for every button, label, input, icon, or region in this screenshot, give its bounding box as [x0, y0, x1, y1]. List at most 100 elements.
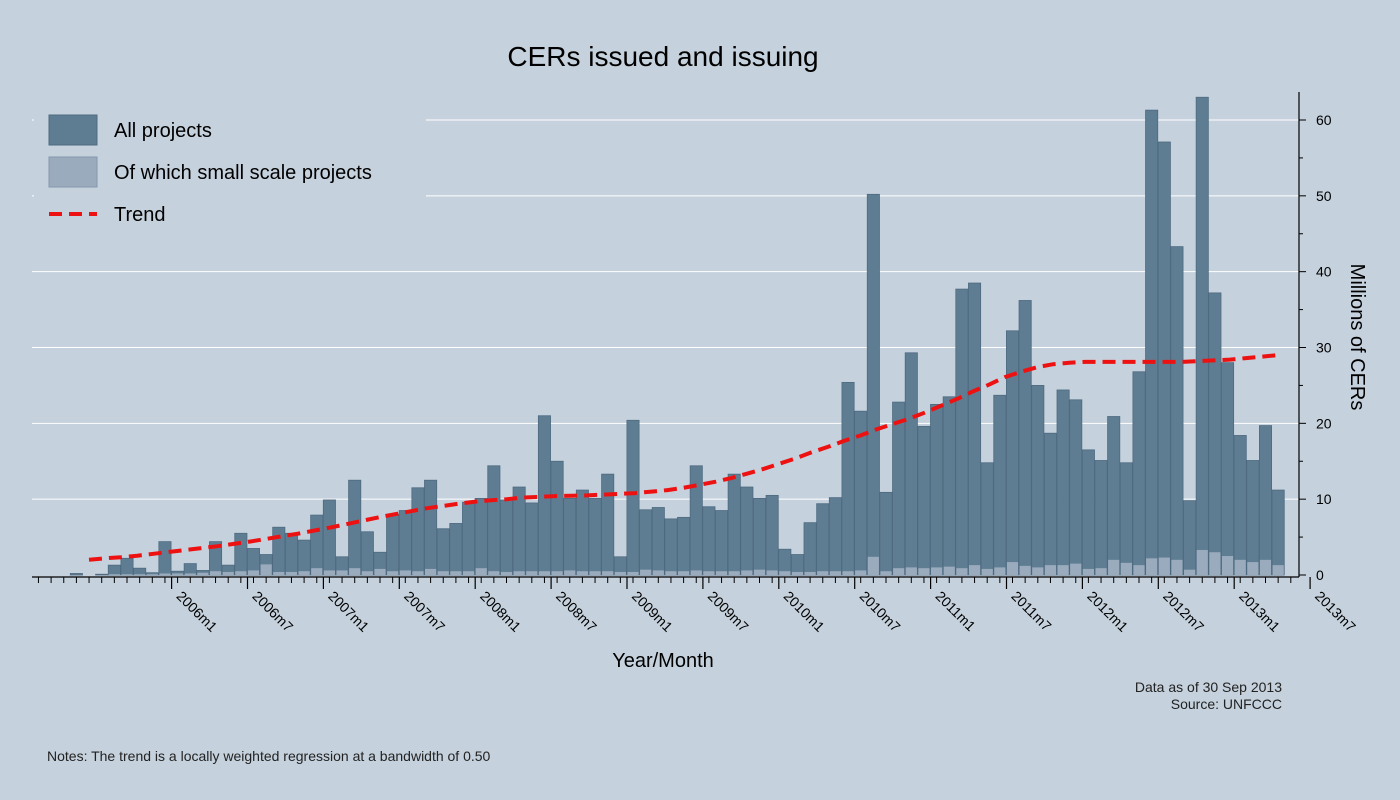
- bar-small-scale: [753, 569, 766, 575]
- bar-all-projects: [411, 487, 425, 576]
- legend: All projects Of which small scale projec…: [34, 104, 426, 234]
- bar-all-projects: [550, 460, 564, 576]
- bar-all-projects: [386, 513, 400, 576]
- bar-small-scale: [842, 571, 854, 575]
- bar-all-projects: [778, 548, 792, 576]
- bar-small-scale: [488, 571, 500, 575]
- bar-all-projects: [828, 497, 842, 576]
- bar-all-projects: [563, 498, 577, 576]
- bar-all-projects: [917, 425, 931, 576]
- bar-small-scale: [159, 573, 171, 575]
- x-tick-label: 2007m1: [325, 588, 372, 635]
- x-tick-label: 2007m7: [401, 588, 448, 635]
- bar-small-scale: [1234, 559, 1246, 575]
- bar-all-projects: [727, 473, 741, 576]
- bar-all-projects: [1018, 300, 1032, 576]
- bar-small-scale: [146, 574, 158, 575]
- bar-small-scale: [425, 568, 437, 575]
- bar-small-scale: [576, 571, 588, 575]
- footnote: Notes: The trend is a locally weighted r…: [47, 748, 491, 764]
- bar-small-scale: [943, 566, 955, 575]
- bar-small-scale: [855, 570, 867, 575]
- y-tick-label: 10: [1316, 491, 1332, 507]
- bar-small-scale: [361, 571, 373, 575]
- bar-small-scale: [817, 571, 829, 575]
- bar-small-scale: [247, 570, 260, 575]
- x-tick-label: 2012m1: [1084, 588, 1131, 635]
- bar-small-scale: [1272, 565, 1284, 575]
- legend-swatch-small-scale: [48, 156, 98, 188]
- bar-all-projects: [588, 498, 602, 576]
- source-note: Source: UNFCCC: [1171, 696, 1282, 712]
- bar-small-scale: [349, 568, 361, 575]
- bar-small-scale: [387, 571, 399, 575]
- bar-all-projects: [1119, 462, 1133, 576]
- bar-all-projects: [158, 541, 172, 576]
- bar-all-projects: [95, 573, 109, 576]
- bar-all-projects: [1246, 460, 1260, 576]
- bar-all-projects: [1157, 141, 1171, 576]
- bar-all-projects: [1195, 96, 1209, 576]
- bar-all-projects: [892, 401, 906, 576]
- legend-label-trend: Trend: [114, 204, 166, 226]
- bar-small-scale: [779, 571, 791, 575]
- bar-small-scale: [222, 571, 234, 575]
- bar-small-scale: [1146, 558, 1158, 575]
- bar-small-scale: [172, 573, 184, 575]
- bar-small-scale: [538, 571, 551, 575]
- bar-all-projects: [651, 507, 665, 576]
- bar-small-scale: [678, 571, 690, 575]
- bar-all-projects: [272, 526, 286, 576]
- bar-small-scale: [981, 568, 993, 575]
- bar-small-scale: [1184, 569, 1196, 575]
- bar-small-scale: [1247, 562, 1259, 575]
- bar-small-scale: [931, 567, 943, 575]
- bar-small-scale: [1158, 557, 1170, 575]
- bar-small-scale: [703, 571, 715, 575]
- bar-all-projects: [1043, 432, 1057, 576]
- bar-all-projects: [677, 516, 691, 576]
- bar-all-projects: [234, 532, 248, 576]
- bar-small-scale: [209, 571, 222, 575]
- bar-small-scale: [551, 571, 563, 575]
- bar-small-scale: [880, 571, 892, 575]
- bar-small-scale: [336, 570, 348, 575]
- bar-small-scale: [1095, 568, 1107, 575]
- bar-all-projects: [1031, 385, 1045, 576]
- bar-all-projects: [1183, 500, 1197, 576]
- bar-small-scale: [1057, 565, 1069, 575]
- bar-small-scale: [197, 572, 209, 575]
- x-tick-label: 2006m7: [249, 588, 296, 635]
- bar-small-scale: [475, 568, 487, 575]
- bar-all-projects: [575, 489, 589, 576]
- bar-all-projects: [449, 523, 463, 576]
- y-axis-label: Millions of CERs: [1346, 264, 1368, 411]
- bar-small-scale: [1120, 562, 1132, 575]
- bar-small-scale: [741, 570, 753, 575]
- bar-small-scale: [893, 568, 905, 575]
- bar-small-scale: [627, 571, 639, 575]
- bar-small-scale: [640, 569, 652, 575]
- bar-small-scale: [728, 571, 740, 575]
- bar-all-projects: [1107, 416, 1121, 576]
- bar-all-projects: [664, 518, 678, 576]
- bar-all-projects: [525, 502, 539, 576]
- bar-small-scale: [399, 570, 411, 575]
- bar-small-scale: [462, 571, 475, 575]
- bar-all-projects: [639, 509, 653, 576]
- bar-small-scale: [134, 574, 146, 575]
- bar-all-projects: [980, 462, 994, 576]
- bar-all-projects: [968, 282, 982, 576]
- bar-all-projects: [398, 510, 412, 576]
- bar-small-scale: [184, 573, 196, 575]
- bar-all-projects: [1132, 371, 1146, 576]
- bar-small-scale: [500, 571, 513, 575]
- bar-all-projects: [1170, 246, 1184, 576]
- bar-small-scale: [564, 570, 576, 575]
- bar-small-scale: [829, 571, 841, 575]
- bar-small-scale: [1006, 562, 1019, 575]
- bar-small-scale: [1044, 565, 1057, 575]
- x-axis-label: Year/Month: [612, 650, 714, 672]
- bar-small-scale: [968, 565, 981, 575]
- bar-small-scale: [1032, 567, 1044, 575]
